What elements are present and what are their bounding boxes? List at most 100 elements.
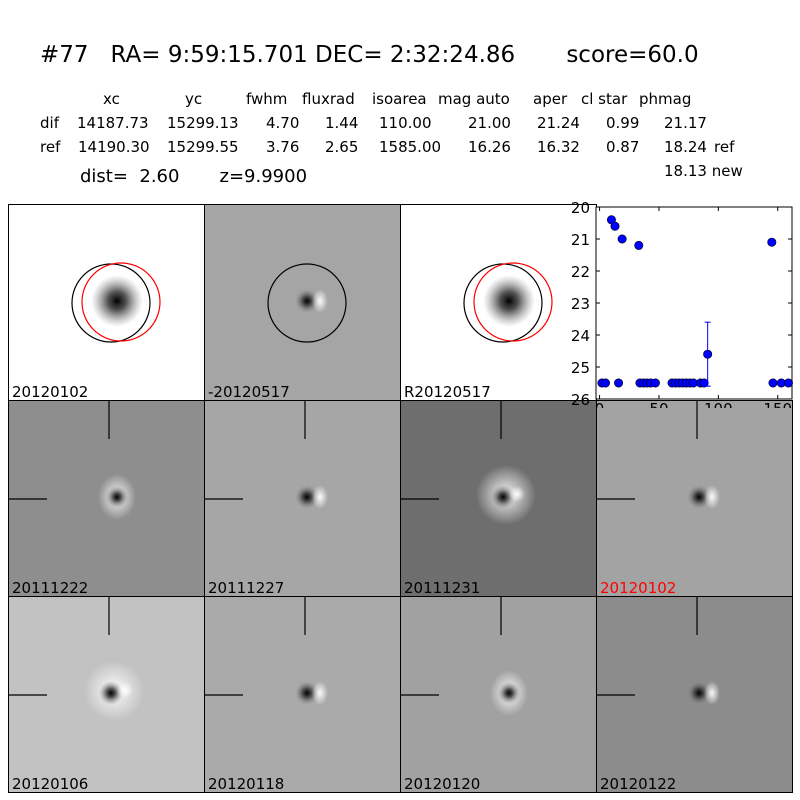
cell-value: 2.65 [325, 138, 359, 156]
light-curve-chart: 20 21 22 23 24 25 26 0 50 100 150 [556, 196, 800, 418]
data-point [601, 378, 611, 388]
cell-value: 1585.00 [379, 138, 442, 156]
panel-date-label: -20120517 [208, 383, 290, 401]
star-source [483, 275, 535, 327]
panel-date-label: 20120122 [600, 775, 677, 793]
panel-date-label: 20111222 [12, 579, 89, 597]
panel-date-label: 20120118 [208, 775, 285, 793]
bright-lobe [704, 485, 720, 509]
column-header: fwhm [246, 90, 288, 108]
cell-value: 21.24 [537, 114, 580, 132]
cutout-panel: 20111227 [204, 400, 401, 597]
cell-value: 16.26 [468, 138, 511, 156]
column-header: fluxrad [302, 90, 355, 108]
y-tick-label: 23 [571, 295, 590, 313]
y-tick-label: 21 [571, 231, 590, 249]
bright-lobe [312, 485, 328, 509]
dark-lobe [687, 485, 711, 509]
panel-date-label: 20120102 [600, 579, 677, 597]
bright-lobe [312, 289, 328, 313]
panel-date-label: 20120106 [12, 775, 89, 793]
x-tick-label: 0 [595, 400, 605, 408]
cutout-image [267, 263, 347, 343]
y-tick-label: 24 [571, 327, 590, 345]
column-header: xc [103, 90, 120, 108]
new-magnitude: 18.13 new [664, 162, 743, 180]
light-curve-svg: 20 21 22 23 24 25 26 0 50 100 150 [571, 199, 793, 418]
panel-date-label: 20120102 [12, 383, 89, 401]
cutout-panel: -20120517 [204, 204, 401, 401]
star-source [106, 486, 128, 508]
data-point [767, 237, 777, 247]
panel-date-label: R20120517 [404, 383, 491, 401]
cutout-panel: 20120102 [8, 204, 205, 401]
cutout-panel: R20120517 [400, 204, 597, 401]
column-header: phmag [639, 90, 692, 108]
row-suffix: ref [714, 138, 735, 156]
aperture-circle [267, 263, 347, 343]
row-name: dif [40, 114, 59, 132]
cell-value: 15299.13 [167, 114, 239, 132]
column-header: aper [533, 90, 568, 108]
row-name: ref [40, 138, 61, 156]
cell-value: 15299.55 [167, 138, 239, 156]
cell-value: 18.24 [664, 138, 707, 156]
column-header: mag auto [438, 90, 510, 108]
cell-value: 4.70 [266, 114, 300, 132]
panel-date-label: 20120120 [404, 775, 481, 793]
data-point [617, 234, 627, 244]
star-source [91, 275, 143, 327]
cutout-image [597, 401, 720, 509]
cutout-panel: 20120118 [204, 596, 401, 793]
bright-lobe [117, 682, 133, 698]
data-point [703, 349, 713, 359]
cell-value: 0.87 [606, 138, 640, 156]
cell-value: 1.44 [325, 114, 359, 132]
cutout-image [9, 597, 144, 721]
dark-lobe [295, 681, 319, 705]
x-tick-label: 100 [704, 400, 733, 408]
y-tick-label: 25 [571, 359, 590, 377]
y-tick-label: 26 [571, 391, 590, 408]
cutout-image [401, 401, 536, 525]
cutout-image [9, 401, 136, 520]
panel-date-label: 20111231 [404, 579, 481, 597]
dark-lobe [295, 289, 319, 313]
bright-lobe [509, 486, 525, 502]
cutout-image [71, 262, 161, 343]
cell-value: 16.32 [537, 138, 580, 156]
cell-value: 21.17 [664, 114, 707, 132]
cell-value: 3.76 [266, 138, 300, 156]
dark-lobe [687, 681, 711, 705]
star-source [99, 681, 123, 705]
cell-value: 110.00 [379, 114, 432, 132]
star-source [491, 485, 515, 509]
cutout-image [401, 597, 528, 716]
data-point [650, 378, 660, 388]
bright-lobe [704, 681, 720, 705]
cell-value: 14190.30 [78, 138, 150, 156]
cutout-panel: 20111222 [8, 400, 205, 597]
column-header: isoarea [372, 90, 427, 108]
cutout-image [463, 262, 553, 343]
cutout-panel: 20120106 [8, 596, 205, 793]
cutout-panel: 20120120 [400, 596, 597, 793]
cutout-image [597, 597, 720, 705]
y-tick-label: 22 [571, 263, 590, 281]
y-tick-label: 20 [571, 199, 590, 217]
cutout-panel: 20120122 [596, 596, 793, 793]
plot-frame [595, 206, 793, 400]
data-point [783, 378, 793, 388]
cell-value: 21.00 [468, 114, 511, 132]
cell-value: 0.99 [606, 114, 640, 132]
cutout-panel: 20120102 [596, 400, 793, 597]
reference-circle [81, 262, 161, 342]
column-header: yc [185, 90, 203, 108]
data-point [614, 378, 624, 388]
data-point [634, 240, 644, 250]
panel-date-label: 20111227 [208, 579, 285, 597]
cell-value: 14187.73 [77, 114, 149, 132]
data-point [768, 378, 778, 388]
page-title: #77 RA= 9:59:15.701 DEC= 2:32:24.86 scor… [40, 42, 699, 68]
star-source [498, 682, 520, 704]
